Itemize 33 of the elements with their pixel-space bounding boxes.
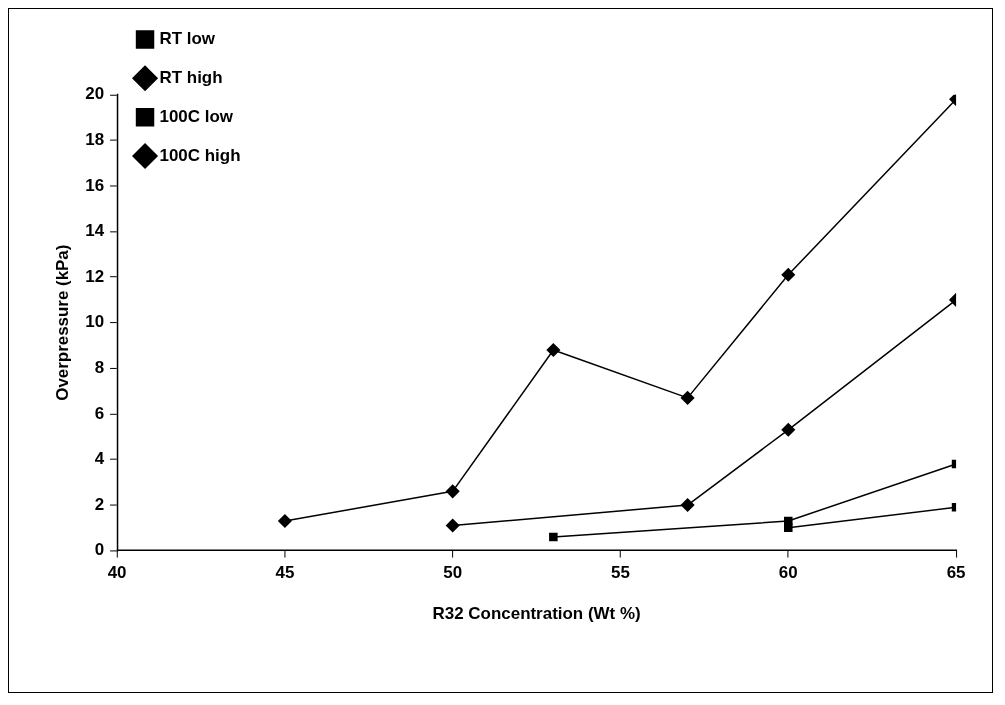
x-tick-label: 50 — [443, 563, 463, 583]
point — [445, 484, 460, 499]
y-tick-label: 18 — [85, 130, 105, 150]
x-tick-label: 55 — [611, 563, 630, 583]
y-tick-label: 14 — [85, 221, 105, 241]
legend-label: RT low — [159, 29, 216, 49]
point — [680, 498, 695, 512]
x-tick-label: 65 — [946, 563, 966, 583]
x-axis-title: R32 Concentration (Wt %) — [432, 603, 641, 623]
point — [549, 532, 558, 542]
y-tick-label: 4 — [94, 449, 105, 469]
y-tick-label: 12 — [85, 266, 105, 286]
point — [445, 518, 460, 533]
legend-label: 100C low — [159, 106, 234, 126]
y-tick-label: 2 — [94, 494, 105, 514]
y-tick-label: 16 — [85, 175, 105, 195]
y-tick-label: 8 — [94, 357, 105, 377]
x-tick-label: 60 — [778, 563, 798, 583]
y-tick-label: 6 — [94, 403, 105, 423]
point — [680, 391, 695, 405]
y-axis-title: Overpressure (kPa) — [52, 244, 72, 401]
x-tick-label: 45 — [275, 563, 295, 583]
y-tick-label: 20 — [85, 84, 105, 104]
point — [781, 423, 796, 437]
point — [784, 523, 793, 533]
point — [546, 343, 561, 357]
legend-label: RT high — [159, 67, 223, 87]
legend-label: 100C high — [159, 145, 241, 165]
y-tick-label: 10 — [85, 312, 105, 332]
point — [781, 268, 796, 282]
point — [278, 514, 292, 528]
y-tick-label: 0 — [94, 540, 105, 560]
x-tick-label: 40 — [107, 563, 127, 583]
